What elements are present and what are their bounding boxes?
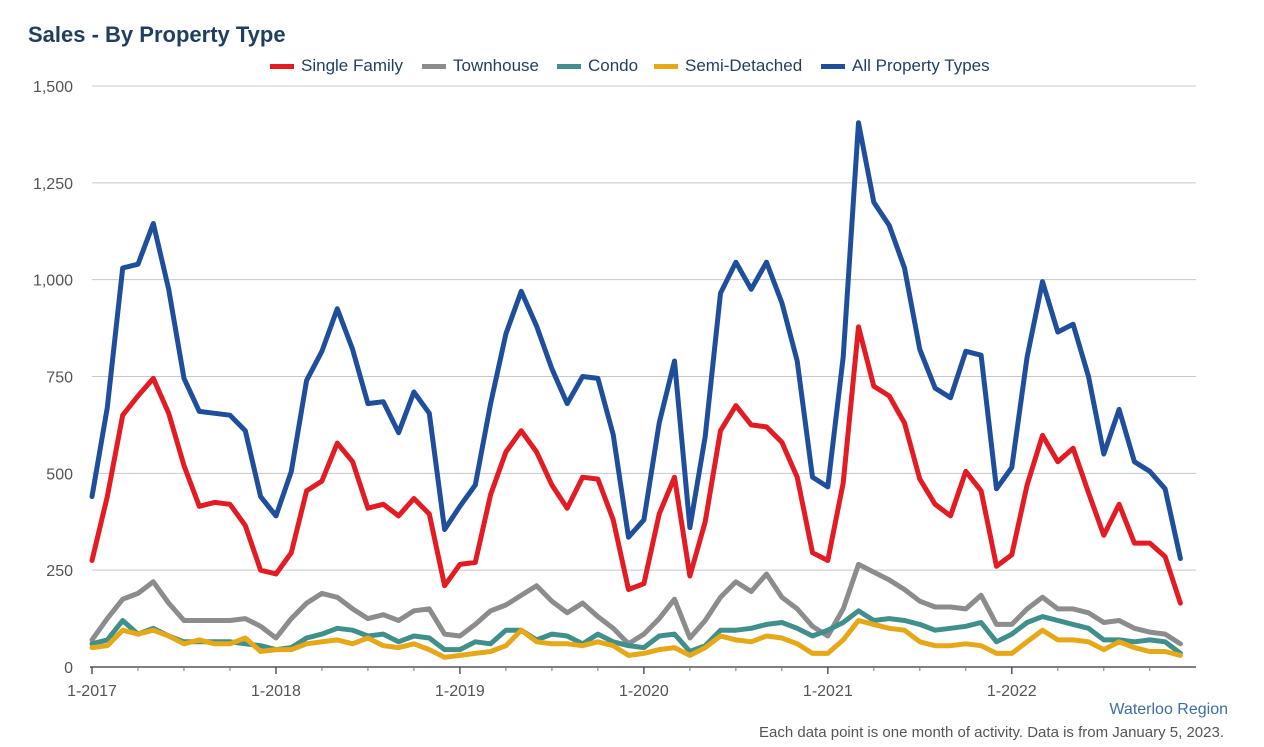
legend-swatch-single-family	[270, 63, 294, 69]
legend-label-condo: Condo	[588, 56, 639, 75]
region-label: Waterloo Region	[1109, 701, 1228, 718]
chart-legend: Single Family Townhouse Condo Semi-Detac…	[0, 55, 1264, 79]
legend-item-condo[interactable]: Condo	[557, 55, 638, 77]
legend-label-all-property-types: All Property Types	[852, 56, 990, 75]
x-tick-label-1-2021: 1-2021	[803, 683, 853, 700]
chart-title: Sales - By Property Type	[28, 22, 286, 47]
series-line-semi-detached	[89, 618, 1183, 660]
legend-label-townhouse: Townhouse	[453, 56, 540, 75]
legend-label-semi-detached: Semi-Detached	[685, 56, 803, 75]
series-line-townhouse	[89, 561, 1183, 647]
x-tick-label-1-2020: 1-2020	[619, 683, 669, 700]
legend-item-semi-detached[interactable]: Semi-Detached	[654, 55, 802, 77]
y-tick-label-250: 250	[46, 563, 73, 580]
y-tick-label-0: 0	[64, 660, 73, 677]
series-line-single-family	[89, 324, 1183, 606]
legend-swatch-semi-detached	[654, 63, 678, 69]
legend-swatch-townhouse	[422, 63, 446, 69]
series-line-all-property-types	[89, 120, 1183, 561]
y-tick-label-1250: 1,250	[33, 176, 73, 193]
y-tick-label-750: 750	[46, 370, 73, 387]
legend-swatch-all-property-types	[821, 63, 845, 69]
legend-item-townhouse[interactable]: Townhouse	[422, 55, 539, 77]
y-tick-label-1000: 1,000	[33, 273, 73, 290]
x-tick-label-1-2019: 1-2019	[435, 683, 485, 700]
legend-item-single-family[interactable]: Single Family	[270, 55, 403, 77]
data-note: Each data point is one month of activity…	[759, 724, 1224, 741]
y-tick-label-500: 500	[46, 466, 73, 483]
legend-item-all-property-types[interactable]: All Property Types	[821, 55, 990, 77]
x-tick-label-1-2022: 1-2022	[987, 683, 1037, 700]
x-tick-label-1-2017: 1-2017	[67, 683, 117, 700]
x-tick-label-1-2018: 1-2018	[251, 683, 301, 700]
legend-swatch-condo	[557, 63, 581, 69]
y-tick-label-1500: 1,500	[33, 79, 73, 96]
legend-label-single-family: Single Family	[301, 56, 404, 75]
